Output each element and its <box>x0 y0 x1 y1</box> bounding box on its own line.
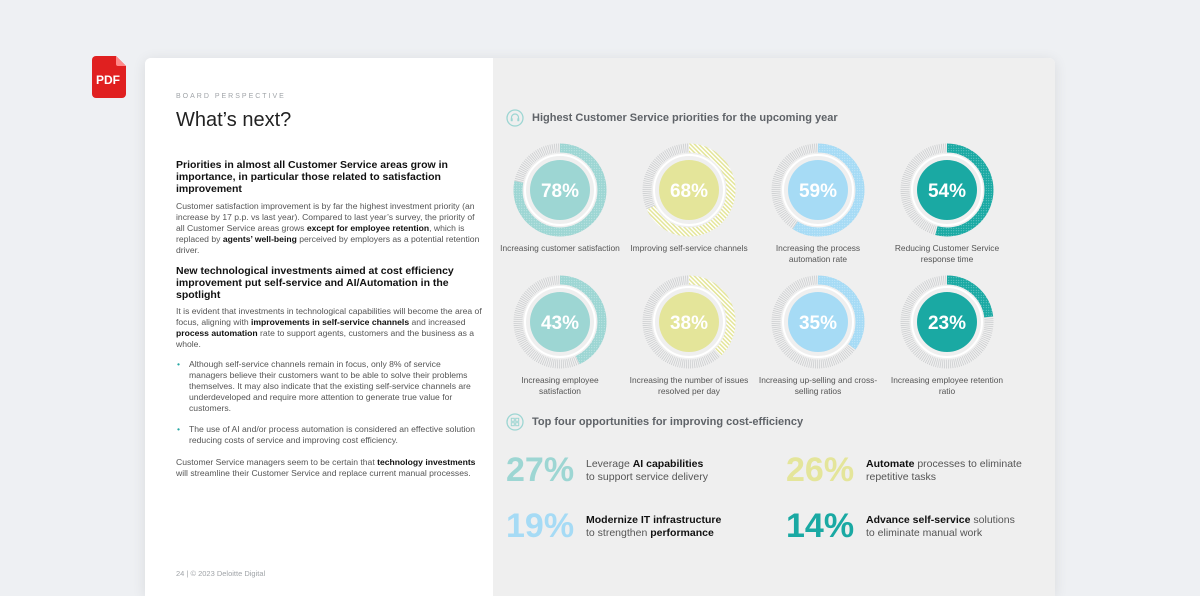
headset-icon <box>506 109 524 127</box>
opportunity-text: Advance self-service solutions to elimina… <box>866 514 1015 539</box>
priority-donut: 78% Increasing customer satisfaction <box>500 143 620 273</box>
donut-center <box>530 160 590 220</box>
priority-donut: 23% Increasing employee retention ratio <box>887 275 1007 405</box>
document-page: BOARD PERSPECTIVE What’s next? Prioritie… <box>145 58 1055 596</box>
paragraph-conclusion: Customer Service managers seem to be cer… <box>176 457 476 478</box>
donut-percent: 35% <box>799 313 837 334</box>
opportunities-section-title: Top four opportunities for improving cos… <box>532 416 804 428</box>
grid-icon <box>506 413 524 431</box>
section-eyebrow: BOARD PERSPECTIVE <box>176 93 286 100</box>
donut-chart: 78% <box>513 143 607 237</box>
donut-value-arc <box>513 275 607 369</box>
pdf-badge-label: PDF <box>96 73 120 87</box>
donut-label: Increasing customer satisfaction <box>500 243 620 253</box>
donut-percent: 78% <box>541 181 579 202</box>
donut-center <box>659 160 719 220</box>
opportunity-item: 27% Leverage AI capabilities to support se… <box>506 450 766 490</box>
donut-percent: 38% <box>670 313 708 334</box>
donut-center <box>659 292 719 352</box>
page-title: What’s next? <box>176 109 292 131</box>
donut-chart: 38% <box>642 275 736 369</box>
opportunity-item: 14% Advance self-service solutions to elim… <box>786 506 1046 546</box>
donut-value-arc <box>900 143 994 237</box>
bullet-self-service: Although self-service channels remain in… <box>177 359 481 414</box>
donut-chart: 35% <box>771 275 865 369</box>
donut-center <box>788 292 848 352</box>
opportunity-item: 26% Automate processes to eliminate repeti… <box>786 450 1046 490</box>
donut-chart: 23% <box>900 275 994 369</box>
donut-percent: 23% <box>928 313 966 334</box>
donut-chart: 59% <box>771 143 865 237</box>
donut-label: Reducing Customer Service response time <box>894 243 1000 264</box>
donut-percent: 43% <box>541 313 579 334</box>
opportunity-text: Automate processes to eliminate repetitiv… <box>866 458 1022 483</box>
donut-label: Increasing employee satisfaction <box>521 375 599 396</box>
priority-donut: 35% Increasing up-selling and cross-selli… <box>758 275 878 405</box>
donut-label: Improving self-service channels <box>630 243 748 253</box>
opportunity-percent: 19% <box>506 507 575 545</box>
donut-value-arc <box>900 275 994 369</box>
page-footer: 24 | © 2023 Deloitte Digital <box>176 569 266 578</box>
donut-percent: 68% <box>670 181 708 202</box>
opportunity-text: Leverage AI capabilities to support servi… <box>586 458 708 483</box>
priority-donut: 38% Increasing the number of issues resol… <box>629 275 749 405</box>
priority-donut: 68% Improving self-service channels <box>629 143 749 273</box>
donut-value-arc <box>513 143 607 237</box>
bullet-ai-automation: The use of AI and/or process automation … <box>177 424 481 446</box>
paragraph-priorities: Customer satisfaction improvement is by … <box>176 201 480 255</box>
donut-percent: 59% <box>799 181 837 202</box>
heading-priorities: Priorities in almost all Customer Servic… <box>176 159 448 195</box>
opportunity-item: 19% Modernize IT infrastructure to strengt… <box>506 506 766 546</box>
donut-label: Increasing the process automation rate <box>775 243 861 264</box>
donut-value-arc <box>642 275 736 369</box>
donut-label: Increasing employee retention ratio <box>890 375 1004 396</box>
opportunity-text: Modernize IT infrastructure to strengthen… <box>586 514 722 539</box>
left-column: BOARD PERSPECTIVE What’s next? Prioritie… <box>145 58 493 596</box>
donut-value-arc <box>771 275 865 369</box>
paragraph-technology: It is evident that investments in techno… <box>176 306 482 349</box>
priority-donut: 54% Reducing Customer Service response ti… <box>887 143 1007 273</box>
priority-donut: 43% Increasing employee satisfaction <box>500 275 620 405</box>
donut-percent: 54% <box>928 181 966 202</box>
pdf-file-icon[interactable]: PDF <box>90 56 128 98</box>
opportunity-percent: 27% <box>506 451 575 489</box>
priorities-section-title: Highest Customer Service priorities for … <box>532 112 838 124</box>
donut-label: Increasing up-selling and cross-selling … <box>758 375 878 396</box>
donut-chart: 54% <box>900 143 994 237</box>
priority-donut: 59% Increasing the process automation rat… <box>758 143 878 273</box>
heading-technology: New technological investments aimed at c… <box>176 265 454 301</box>
donut-center <box>917 292 977 352</box>
opportunity-percent: 26% <box>786 451 855 489</box>
donut-label: Increasing the number of issues resolved… <box>629 375 749 396</box>
opportunity-percent: 14% <box>786 507 855 545</box>
donut-chart: 68% <box>642 143 736 237</box>
donut-center <box>917 160 977 220</box>
donut-track <box>900 275 994 369</box>
right-column: Highest Customer Service priorities for … <box>493 58 1055 596</box>
donut-value-arc <box>642 143 736 237</box>
donut-value-arc <box>771 143 865 237</box>
donut-chart: 43% <box>513 275 607 369</box>
donut-center <box>788 160 848 220</box>
donut-center <box>530 292 590 352</box>
